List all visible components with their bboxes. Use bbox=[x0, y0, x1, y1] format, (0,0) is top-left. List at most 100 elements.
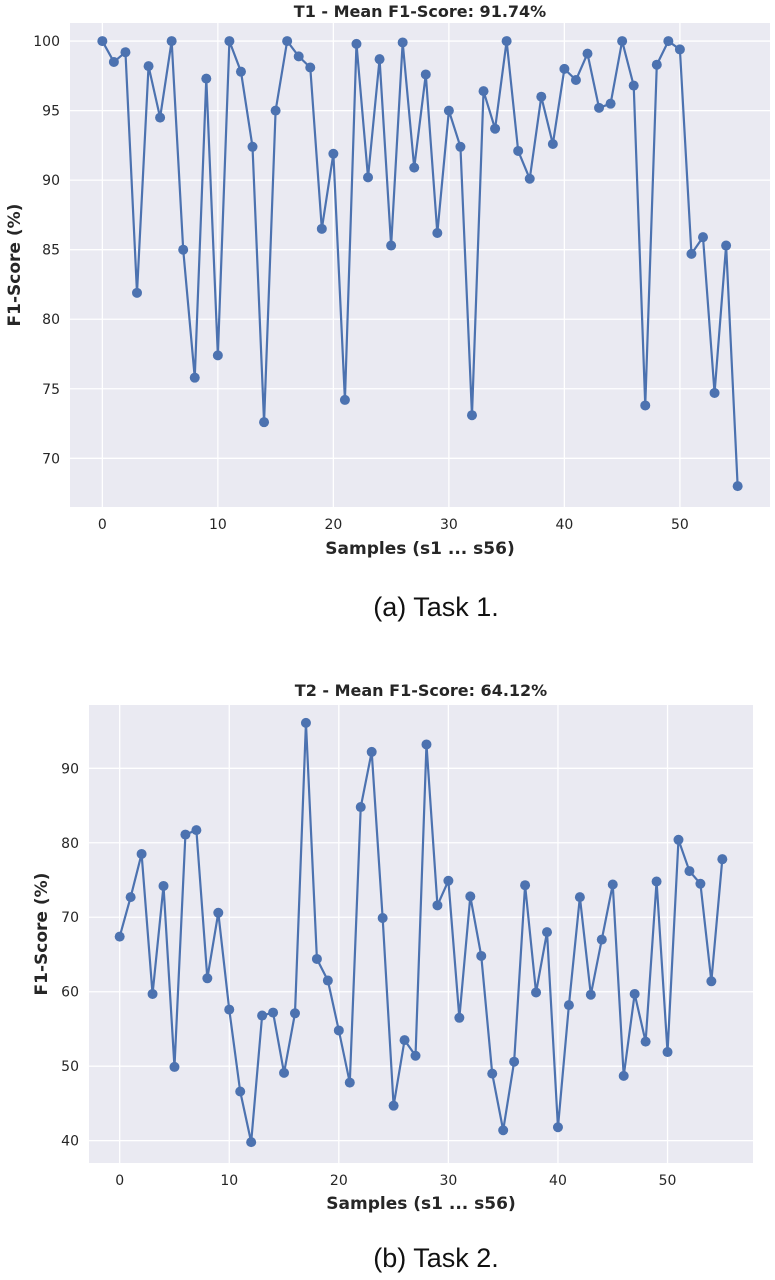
data-point bbox=[270, 105, 281, 116]
data-point bbox=[628, 80, 639, 91]
data-point bbox=[235, 66, 246, 77]
series bbox=[97, 36, 743, 492]
y-axis-label: F1-Score (%) bbox=[32, 873, 52, 996]
data-point bbox=[466, 410, 477, 421]
data-point bbox=[333, 1025, 344, 1036]
data-point bbox=[536, 91, 547, 102]
data-point bbox=[202, 973, 213, 984]
y-tick-label: 50 bbox=[61, 1059, 79, 1075]
data-point bbox=[388, 1100, 399, 1111]
y-tick-label: 60 bbox=[61, 985, 79, 1001]
data-point bbox=[663, 36, 674, 47]
data-point bbox=[328, 148, 339, 159]
data-point bbox=[421, 739, 432, 750]
data-point bbox=[552, 1122, 563, 1133]
data-point bbox=[674, 44, 685, 55]
data-point bbox=[684, 866, 695, 877]
data-point bbox=[476, 950, 487, 961]
series-line bbox=[101, 39, 739, 487]
data-point bbox=[355, 802, 366, 813]
y-tick-label: 95 bbox=[42, 104, 60, 120]
data-point bbox=[432, 900, 443, 911]
data-point bbox=[520, 880, 531, 891]
data-point bbox=[120, 47, 131, 58]
data-point bbox=[201, 73, 212, 84]
data-point bbox=[454, 1012, 465, 1023]
y-tick-label: 80 bbox=[61, 836, 79, 852]
y-tick-label: 70 bbox=[42, 451, 60, 467]
data-point bbox=[443, 875, 454, 886]
data-point bbox=[351, 38, 362, 49]
y-tick-label: 90 bbox=[42, 173, 60, 189]
data-point bbox=[410, 1050, 421, 1061]
data-point bbox=[108, 56, 119, 67]
data-point bbox=[114, 931, 125, 942]
y-tick-label: 70 bbox=[61, 910, 79, 926]
data-point bbox=[224, 1004, 235, 1015]
data-point bbox=[305, 62, 316, 73]
data-point bbox=[559, 63, 570, 74]
data-point bbox=[709, 387, 720, 398]
x-tick-label: 20 bbox=[330, 1173, 348, 1189]
data-point bbox=[224, 36, 235, 47]
gridlines bbox=[89, 705, 753, 1163]
data-point bbox=[574, 892, 585, 903]
data-point bbox=[542, 927, 553, 938]
data-point bbox=[524, 173, 535, 184]
y-tick-labels: 70 75 80 85 90 95 100 bbox=[33, 34, 60, 467]
data-point bbox=[487, 1068, 498, 1079]
plot-area bbox=[70, 23, 770, 507]
data-point bbox=[374, 54, 385, 65]
data-point bbox=[509, 1056, 520, 1067]
x-tick-label: 10 bbox=[209, 517, 227, 533]
data-point bbox=[420, 69, 431, 80]
data-point bbox=[344, 1077, 355, 1088]
x-tick-label: 20 bbox=[324, 517, 342, 533]
data-point bbox=[322, 975, 333, 986]
data-point bbox=[125, 892, 136, 903]
data-point bbox=[662, 1047, 673, 1058]
y-tick-label: 85 bbox=[42, 243, 60, 259]
data-point bbox=[570, 75, 581, 86]
data-point bbox=[282, 36, 293, 47]
x-tick-label: 30 bbox=[440, 517, 458, 533]
y-axis-label: F1-Score (%) bbox=[5, 204, 25, 327]
data-point bbox=[443, 105, 454, 116]
data-point bbox=[695, 878, 706, 889]
data-point bbox=[698, 232, 708, 243]
x-tick-label: 50 bbox=[671, 517, 689, 533]
data-point bbox=[455, 141, 466, 152]
data-point bbox=[617, 36, 628, 47]
data-point bbox=[366, 746, 377, 757]
data-point bbox=[191, 825, 202, 836]
x-tick-label: 0 bbox=[115, 1173, 124, 1189]
series bbox=[114, 717, 728, 1148]
data-point bbox=[732, 481, 743, 492]
data-point bbox=[397, 37, 408, 48]
x-tick-label: 40 bbox=[555, 517, 573, 533]
x-tick-label: 40 bbox=[549, 1173, 567, 1189]
data-point bbox=[432, 228, 443, 239]
data-point bbox=[686, 248, 697, 259]
data-point bbox=[268, 1007, 279, 1018]
data-point bbox=[300, 717, 311, 728]
data-point bbox=[717, 854, 728, 865]
data-point bbox=[478, 86, 489, 97]
data-point bbox=[605, 98, 616, 109]
data-point bbox=[498, 1125, 509, 1136]
x-tick-label: 10 bbox=[220, 1173, 238, 1189]
data-point bbox=[563, 1000, 574, 1011]
data-point bbox=[259, 417, 270, 428]
data-point bbox=[607, 879, 618, 890]
data-point bbox=[178, 244, 189, 255]
data-point bbox=[166, 36, 177, 47]
data-point bbox=[143, 61, 154, 72]
data-point bbox=[594, 102, 605, 113]
data-point bbox=[651, 59, 662, 70]
chart-title: T1 - Mean F1-Score: 91.74% bbox=[294, 2, 546, 21]
y-tick-label: 90 bbox=[61, 761, 79, 777]
x-tick-label: 50 bbox=[659, 1173, 677, 1189]
data-point bbox=[246, 1137, 257, 1148]
y-tick-label: 75 bbox=[42, 382, 60, 398]
series-line bbox=[118, 721, 724, 1144]
